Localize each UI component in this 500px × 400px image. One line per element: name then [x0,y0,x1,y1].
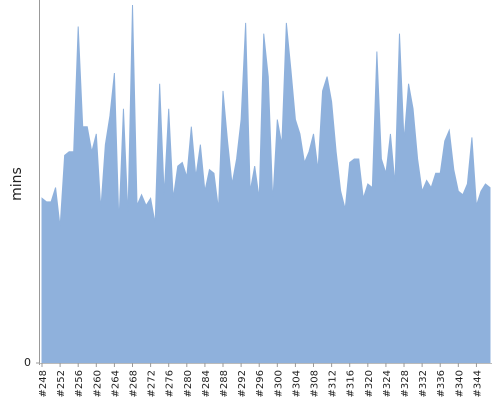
x-tick-label: #268 [129,370,140,397]
x-tick-label: #336 [436,370,447,397]
x-tick-label: #272 [147,370,158,397]
x-tick-label: #284 [201,370,212,397]
x-tick-label: #332 [418,370,429,397]
x-tick-label: #312 [328,370,339,397]
x-tick-label: #296 [255,370,266,397]
x-tick-label: #328 [400,370,411,397]
x-tick-label: #308 [310,370,321,397]
x-tick-label: #288 [219,370,230,397]
x-tick-label: #324 [382,370,393,397]
x-tick-label: #292 [237,370,248,397]
x-tick-label: #248 [38,370,49,397]
x-tick-label: #304 [291,370,302,397]
x-tick-label: #316 [346,370,357,397]
x-tick-label: #320 [364,370,375,397]
x-tick-label: #264 [110,370,121,397]
y-axis-label: mins [9,167,25,201]
x-tick-label: #300 [273,370,284,397]
y-tick-label: 0 [24,356,31,369]
x-tick-label: #340 [454,370,465,397]
x-tick-label: #256 [74,370,85,397]
x-tick-label: #344 [472,370,483,397]
x-tick-label: #280 [183,370,194,397]
x-tick-label: #260 [92,370,103,397]
area [41,4,491,364]
x-tick-label: #276 [165,370,176,397]
x-tick-label: #252 [56,370,67,397]
